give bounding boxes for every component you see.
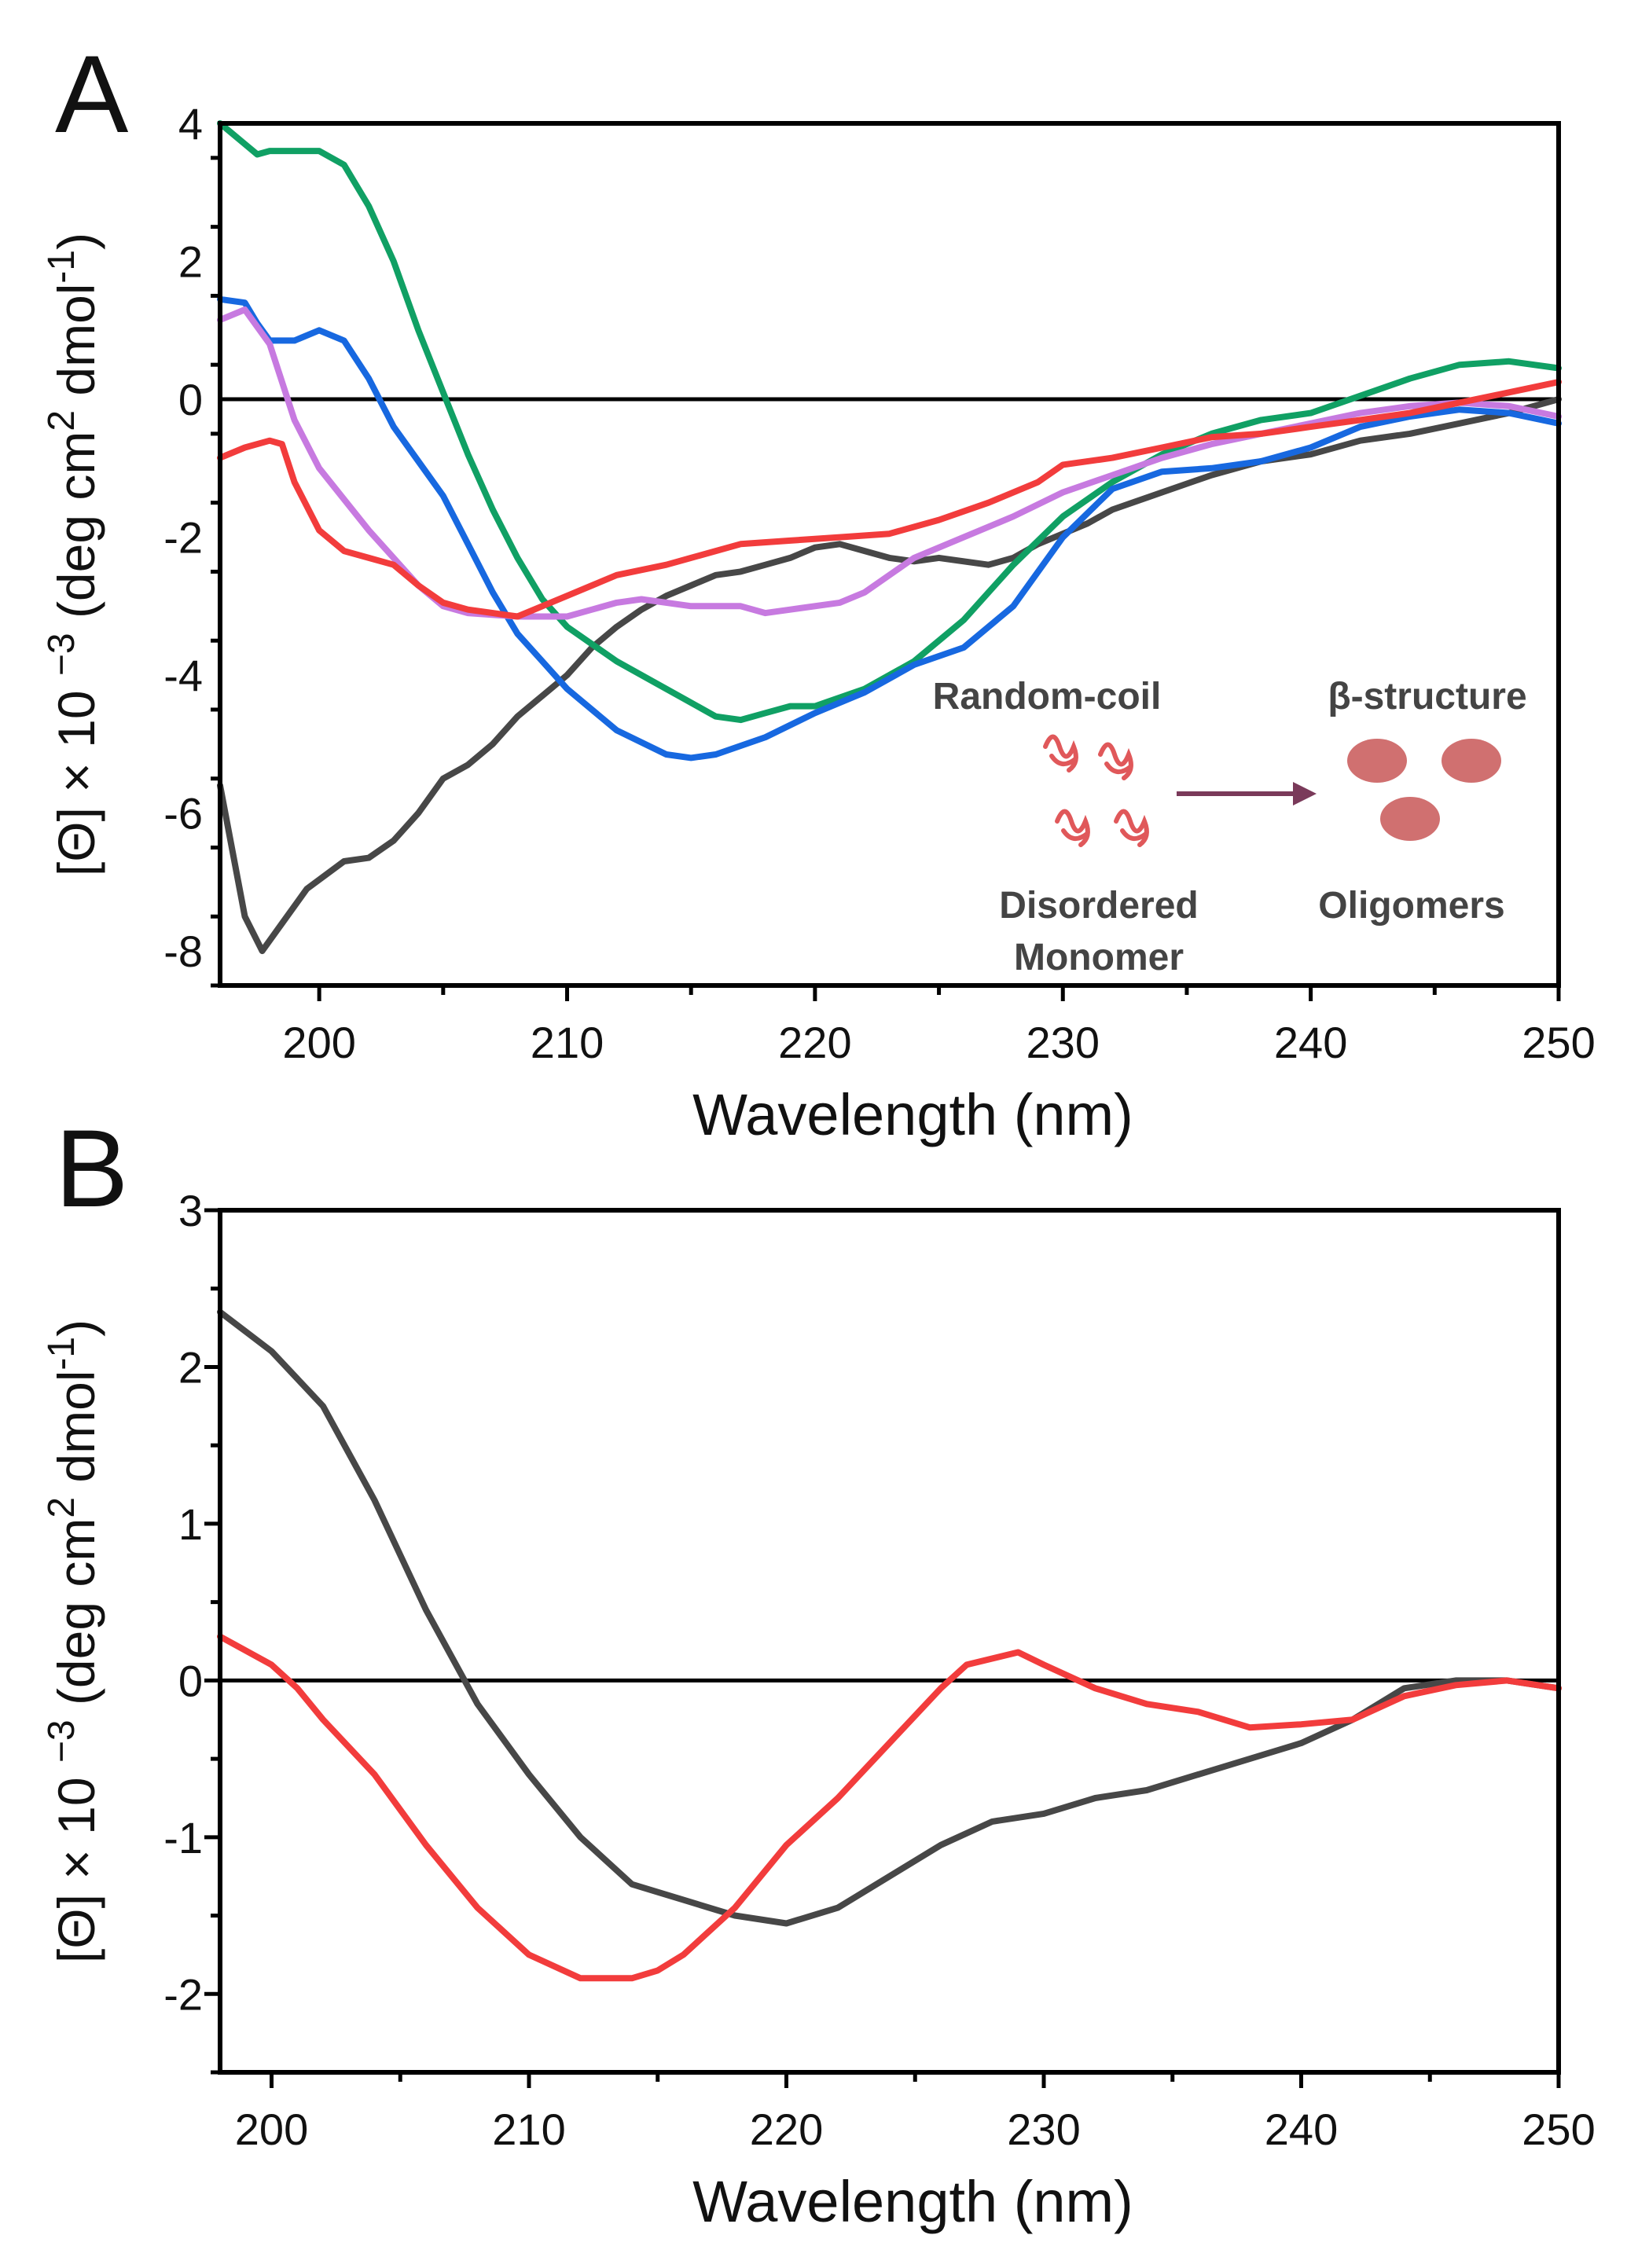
series-blue-line (217, 295, 1562, 762)
panel-label: B (55, 1106, 128, 1230)
oligomer-icon (1442, 739, 1501, 783)
x-tick-label: 240 (1265, 2105, 1338, 2154)
y-title-units: (deg cm (47, 431, 105, 633)
series-black-line (217, 396, 1562, 955)
oligomer-icon (1380, 797, 1440, 841)
arrow-right-icon (1293, 782, 1317, 806)
y-title-units-mid: dmol (47, 1371, 105, 1497)
y-tick-label: 3 (178, 1186, 203, 1235)
y-tick-label: 0 (178, 1656, 203, 1705)
x-axis-title: Wavelength (nm) (692, 2169, 1133, 2234)
series-green-line (217, 120, 1562, 724)
y-title-theta: [Θ] (47, 1894, 105, 1963)
y-tick-label: -8 (163, 927, 203, 976)
series-black-line (217, 1308, 1562, 1927)
x-tick-label: 220 (750, 2105, 823, 2154)
disordered-monomer-icon (1098, 742, 1133, 780)
aggregation-schematic: Random-coil β-structure Disordered Monom… (933, 676, 1527, 978)
disordered-monomer-icon (1055, 809, 1090, 847)
random-coil-label: Random-coil (933, 676, 1162, 717)
y-tick-label: 1 (178, 1499, 203, 1549)
y-title-times: × 10 (47, 676, 105, 807)
y-title-exponent: −3 (41, 633, 83, 676)
y-title-times: × 10 (47, 1763, 105, 1894)
disordered-monomer-icon (1043, 734, 1078, 773)
y-tick-label: 4 (178, 99, 203, 149)
x-tick-label: 250 (1522, 1018, 1595, 1067)
y-title-sq: 2 (41, 1497, 83, 1518)
x-tick-label: 220 (778, 1018, 851, 1067)
panel-label: A (55, 32, 129, 156)
y-tick-label: -1 (163, 1813, 203, 1862)
x-tick-label: 200 (282, 1018, 355, 1067)
y-title-close: ) (47, 233, 105, 250)
y-axis-title: [Θ] × 10 −3 (deg cm2 dmol-1) (41, 1319, 106, 1963)
panel-a-chart: 200 210 220 230 240 250 -8 -6 -4 -2 0 2 4 Wavelength … (41, 32, 1596, 1147)
y-title-sq: 2 (41, 410, 83, 431)
x-tick-label: 240 (1274, 1018, 1347, 1067)
y-axis-title: [Θ] × 10 −3 (deg cm2 dmol-1) (41, 233, 106, 876)
x-tick-label: 210 (492, 2105, 565, 2154)
y-title-units: (deg cm (47, 1518, 105, 1720)
disordered-label: Disordered (999, 885, 1198, 927)
oligomer-icon (1347, 739, 1407, 783)
x-tick-label: 250 (1522, 2105, 1595, 2154)
x-axis-title: Wavelength (nm) (692, 1082, 1133, 1147)
y-title-theta: [Θ] (47, 807, 105, 876)
x-tick-label: 210 (531, 1018, 604, 1067)
beta-structure-label: β-structure (1328, 676, 1526, 717)
series-red-line (217, 1633, 1562, 1982)
y-tick-label: -2 (163, 1969, 203, 2019)
y-title-inv: -1 (41, 1337, 83, 1371)
x-tick-label: 200 (235, 2105, 308, 2154)
y-tick-label: -2 (163, 513, 203, 563)
monomer-label: Monomer (1014, 937, 1184, 978)
panel-b-chart: 200 210 220 230 240 250 -2 -1 0 1 2 3 Wavelength (nm… (41, 1106, 1596, 2234)
y-title-exponent: −3 (41, 1719, 83, 1763)
y-title-close: ) (47, 1319, 105, 1337)
y-tick-label: 2 (178, 237, 203, 287)
y-tick-label: 0 (178, 375, 203, 424)
oligomers-label: Oligomers (1318, 885, 1504, 927)
series-red-line (217, 379, 1562, 620)
y-tick-label: -6 (163, 789, 203, 839)
x-tick-label: 230 (1027, 1018, 1100, 1067)
plot-frame (218, 1208, 1561, 2075)
y-title-units-mid: dmol (47, 284, 105, 410)
y-title-inv: -1 (41, 250, 83, 284)
disordered-monomer-icon (1114, 809, 1149, 847)
y-tick-label: -4 (163, 651, 203, 700)
x-tick-label: 230 (1007, 2105, 1080, 2154)
plot-frame (218, 121, 1561, 988)
y-tick-label: 2 (178, 1342, 203, 1392)
